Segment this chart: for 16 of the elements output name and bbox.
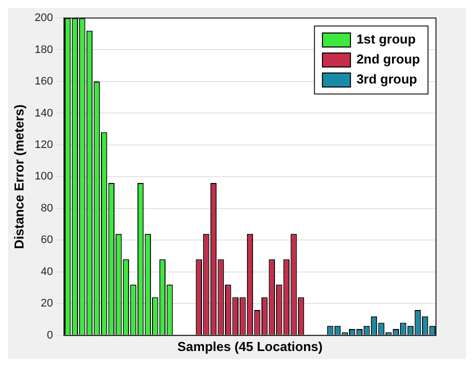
y-axis-title: Distance Error (meters) [11, 104, 26, 249]
legend-label: 1st group [356, 32, 416, 47]
y-tick-label: 60 [40, 234, 53, 246]
y-tick-label: 140 [34, 107, 53, 120]
y-tick-label: 200 [34, 12, 53, 24]
y-tick-label: 20 [40, 298, 53, 310]
y-tick-label: 120 [34, 138, 53, 151]
legend-label: 2nd group [356, 52, 420, 67]
y-tick-label: 0 [46, 329, 53, 342]
y-tick-label: 40 [40, 266, 53, 278]
x-axis-title: Samples (45 Locations) [177, 338, 323, 354]
y-tick-label: 80 [40, 202, 53, 214]
y-tick-label: 160 [34, 76, 53, 88]
legend-label: 3rd group [356, 72, 418, 87]
y-tick-label: 180 [34, 44, 53, 56]
y-tick-label: 100 [34, 170, 53, 183]
